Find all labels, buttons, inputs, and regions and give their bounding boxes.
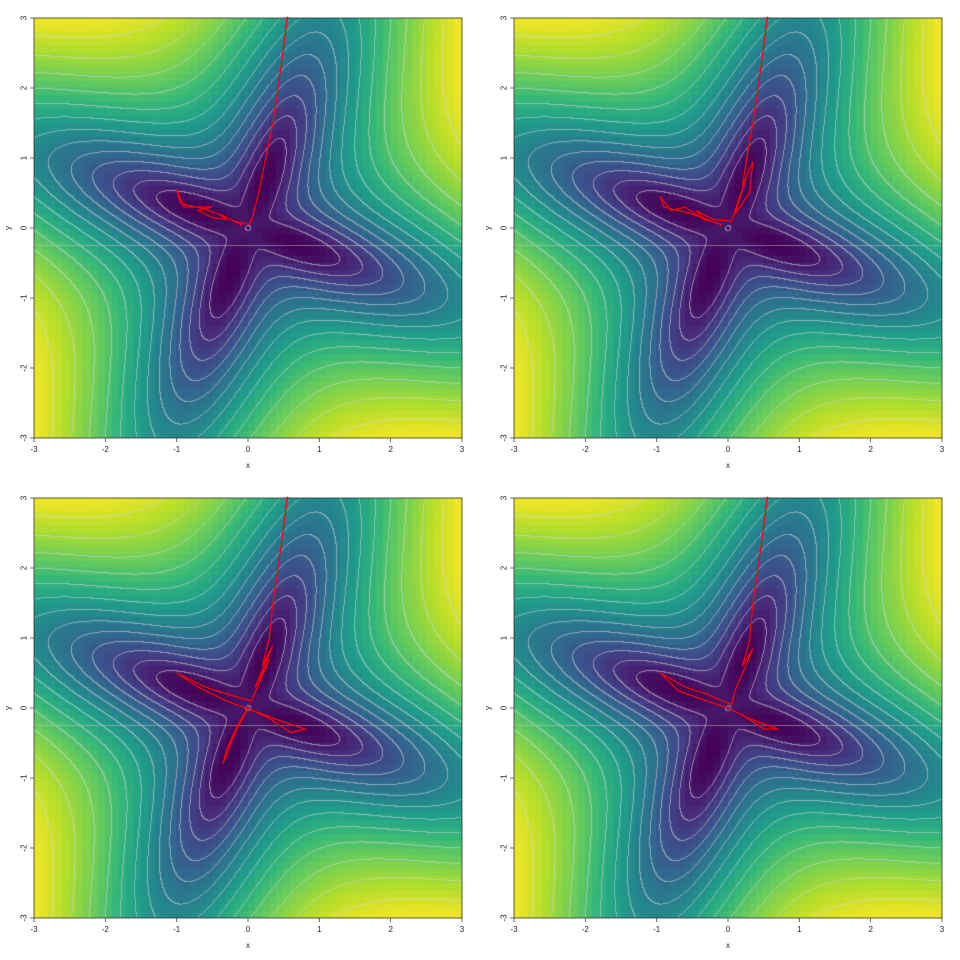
optimizer-path xyxy=(659,497,779,730)
x-tick-label: 0 xyxy=(246,925,251,934)
path-end-point xyxy=(719,223,723,226)
path-start-point xyxy=(286,496,289,500)
x-tick-label: -2 xyxy=(102,925,110,934)
x-axis-label: x xyxy=(726,941,730,950)
x-tick-label: 3 xyxy=(460,445,465,454)
x-tick-label: -3 xyxy=(30,445,38,454)
y-tick-label: -1 xyxy=(500,294,509,302)
path-start-point xyxy=(766,16,769,20)
optimizer-path xyxy=(176,17,288,226)
y-tick-label: 3 xyxy=(500,15,509,20)
x-tick-label: -1 xyxy=(173,925,181,934)
plot-frame xyxy=(513,17,943,439)
optimizer-path xyxy=(659,17,768,226)
path-end-point xyxy=(239,223,243,226)
y-tick-label: 3 xyxy=(20,495,29,500)
y-tick-label: 2 xyxy=(500,85,509,90)
y-tick-label: 0 xyxy=(500,225,509,230)
y-tick-label: -3 xyxy=(500,434,509,442)
x-tick-label: 0 xyxy=(726,925,731,934)
y-tick-label: 1 xyxy=(20,635,29,640)
y-axis-label: y xyxy=(484,226,493,230)
panel-4: -3 -2 -1 0 1 2 3 -3 -2 -1 0 1 2 3 x y xyxy=(480,480,960,960)
x-tick-label: 3 xyxy=(940,925,945,934)
heatmap xyxy=(34,18,462,438)
y-tick-label: -2 xyxy=(500,844,509,852)
y-tick-label: 2 xyxy=(20,565,29,570)
y-tick-label: 2 xyxy=(500,565,509,570)
x-tick-label: 1 xyxy=(317,925,322,934)
x-tick-label: 0 xyxy=(726,445,731,454)
y-axis-label: y xyxy=(4,706,13,710)
x-tick-label: 2 xyxy=(868,925,873,934)
path-end-point xyxy=(246,706,250,710)
axes: -3 -2 -1 0 1 2 3 -3 -2 -1 0 1 2 3 x y xyxy=(484,495,945,950)
x-tick-label: 2 xyxy=(868,445,873,454)
y-tick-label: 3 xyxy=(20,15,29,20)
x-tick-label: -3 xyxy=(510,445,518,454)
x-tick-label: 1 xyxy=(797,925,802,934)
y-tick-label: -3 xyxy=(20,434,29,442)
path-start-point xyxy=(286,16,289,20)
x-tick-label: 1 xyxy=(317,445,322,454)
y-tick-label: -1 xyxy=(20,774,29,782)
x-axis-label: x xyxy=(726,461,730,470)
y-tick-label: -1 xyxy=(500,774,509,782)
axes: -3 -2 -1 0 1 2 3 -3 -2 -1 0 1 2 3 x y xyxy=(4,15,465,470)
y-tick-label: 1 xyxy=(20,155,29,160)
y-tick-label: 0 xyxy=(20,225,29,230)
y-tick-label: 0 xyxy=(500,705,509,710)
optimizer-path xyxy=(176,497,308,765)
panel-1: -3 -2 -1 0 1 2 3 -3 -2 -1 0 1 2 3 x y xyxy=(0,0,480,480)
x-tick-label: -2 xyxy=(582,445,590,454)
plot-frame xyxy=(33,17,463,439)
x-tick-label: -1 xyxy=(653,925,661,934)
panel-2: -3 -2 -1 0 1 2 3 -3 -2 -1 0 1 2 3 x y xyxy=(480,0,960,480)
y-tick-label: 3 xyxy=(500,495,509,500)
x-tick-label: -3 xyxy=(510,925,518,934)
x-tick-label: 3 xyxy=(940,445,945,454)
x-axis-label: x xyxy=(246,461,250,470)
y-tick-label: -2 xyxy=(500,364,509,372)
y-tick-label: 0 xyxy=(20,705,29,710)
x-tick-label: -3 xyxy=(30,925,38,934)
x-tick-label: 0 xyxy=(246,445,251,454)
y-tick-label: -3 xyxy=(20,914,29,922)
panel-3: -3 -2 -1 0 1 2 3 -3 -2 -1 0 1 2 3 x y xyxy=(0,480,480,960)
y-tick-label: -2 xyxy=(20,844,29,852)
x-tick-label: -1 xyxy=(653,445,661,454)
y-tick-label: 1 xyxy=(500,635,509,640)
path-start-point xyxy=(766,496,769,500)
y-tick-label: -1 xyxy=(20,294,29,302)
x-tick-label: -2 xyxy=(582,925,590,934)
x-tick-label: -2 xyxy=(102,445,110,454)
y-tick-label: 2 xyxy=(20,85,29,90)
y-axis-label: y xyxy=(4,226,13,230)
x-tick-label: 2 xyxy=(388,925,393,934)
heatmap xyxy=(514,18,942,438)
y-tick-label: -2 xyxy=(20,364,29,372)
x-tick-label: 1 xyxy=(797,445,802,454)
y-tick-label: 1 xyxy=(500,155,509,160)
x-tick-label: -1 xyxy=(173,445,181,454)
y-axis-label: y xyxy=(484,706,493,710)
x-axis-label: x xyxy=(246,941,250,950)
path-end-point xyxy=(741,713,744,717)
x-tick-label: 3 xyxy=(460,925,465,934)
y-tick-label: -3 xyxy=(500,914,509,922)
x-tick-label: 2 xyxy=(388,445,393,454)
axes: -3 -2 -1 0 1 2 3 -3 -2 -1 0 1 2 3 x y xyxy=(484,15,945,470)
axes: -3 -2 -1 0 1 2 3 -3 -2 -1 0 1 2 3 x y xyxy=(4,495,465,950)
